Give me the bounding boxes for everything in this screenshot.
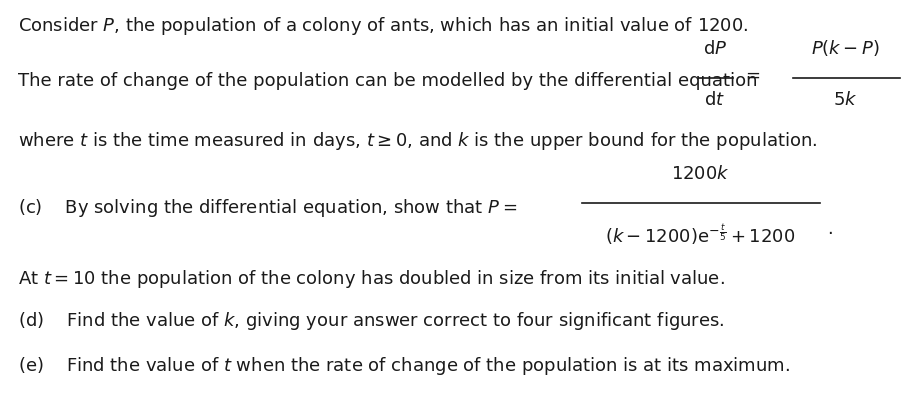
Text: $P(k-P)$: $P(k-P)$: [810, 38, 880, 58]
Text: (d)    Find the value of $k$, giving your answer correct to four significant fig: (d) Find the value of $k$, giving your a…: [18, 310, 725, 332]
Text: (e)    Find the value of $t$ when the rate of change of the population is at its: (e) Find the value of $t$ when the rate …: [18, 355, 790, 377]
Text: .: .: [827, 220, 833, 238]
Text: (c)    By solving the differential equation, show that $P=$: (c) By solving the differential equation…: [18, 197, 517, 219]
Text: $=$: $=$: [742, 66, 761, 84]
Text: At $t=10$ the population of the colony has doubled in size from its initial valu: At $t=10$ the population of the colony h…: [18, 268, 725, 290]
Text: $(k-1200)\mathrm{e}^{-\frac{t}{5}}+1200$: $(k-1200)\mathrm{e}^{-\frac{t}{5}}+1200$: [605, 222, 796, 247]
Text: where $t$ is the time measured in days, $t\geq 0$, and $k$ is the upper bound fo: where $t$ is the time measured in days, …: [18, 130, 817, 152]
Text: Consider $P$, the population of a colony of ants, which has an initial value of : Consider $P$, the population of a colony…: [18, 15, 749, 37]
Text: $\mathrm{d}P$: $\mathrm{d}P$: [703, 40, 727, 58]
Text: $1200k$: $1200k$: [671, 165, 729, 183]
Text: $\mathrm{d}t$: $\mathrm{d}t$: [704, 91, 725, 109]
Text: The rate of change of the population can be modelled by the differential equatio: The rate of change of the population can…: [18, 72, 758, 90]
Text: $5k$: $5k$: [833, 91, 857, 109]
